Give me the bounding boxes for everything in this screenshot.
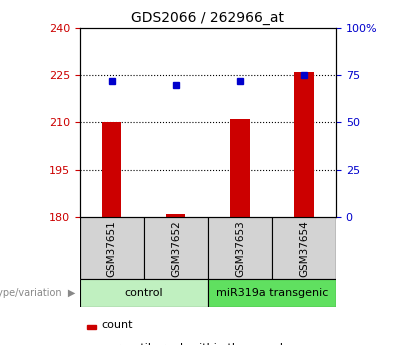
Text: genotype/variation  ▶: genotype/variation ▶ <box>0 288 76 298</box>
Text: GSM37653: GSM37653 <box>235 220 245 277</box>
Text: GSM37652: GSM37652 <box>171 220 181 277</box>
Bar <box>208 217 272 279</box>
Text: control: control <box>125 288 163 298</box>
Text: GSM37654: GSM37654 <box>299 220 309 277</box>
Text: percentile rank within the sample: percentile rank within the sample <box>102 343 289 345</box>
Bar <box>144 217 208 279</box>
Text: GSM37651: GSM37651 <box>107 220 117 277</box>
Bar <box>102 122 121 217</box>
Text: miR319a transgenic: miR319a transgenic <box>216 288 328 298</box>
Bar <box>166 214 186 217</box>
Bar <box>208 279 336 307</box>
Bar <box>272 217 336 279</box>
Bar <box>294 72 314 217</box>
Title: GDS2066 / 262966_at: GDS2066 / 262966_at <box>131 11 284 25</box>
Text: count: count <box>102 320 133 330</box>
Bar <box>80 217 144 279</box>
Bar <box>80 279 208 307</box>
Bar <box>87 325 97 329</box>
Bar <box>230 119 249 217</box>
